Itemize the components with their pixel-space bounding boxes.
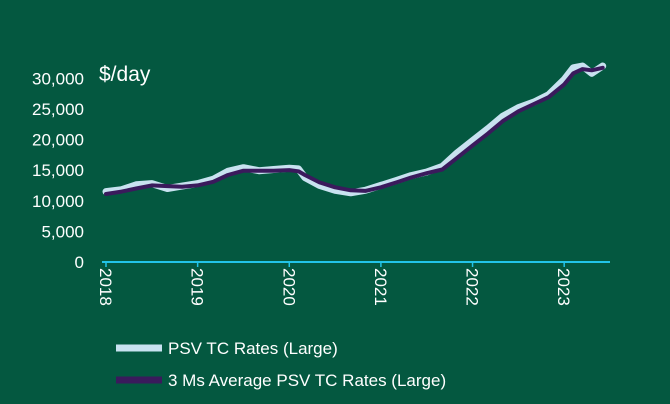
series-psv-tc-rates-line bbox=[102, 62, 607, 197]
x-tick-label: 2020 bbox=[279, 268, 298, 306]
unit-label: $/day bbox=[99, 63, 151, 86]
x-tick-label: 2022 bbox=[463, 268, 482, 306]
y-tick-label: 15,000 bbox=[32, 161, 84, 180]
x-tick-label: 2019 bbox=[188, 268, 207, 306]
x-tick-label: 2018 bbox=[96, 268, 115, 306]
x-axis-tick-labels: 2018 2019 2020 2021 2022 2023 bbox=[96, 268, 573, 306]
legend-label-psv-tc-rates: PSV TC Rates (Large) bbox=[168, 339, 338, 358]
y-axis-tick-labels: 0 5,000 10,000 15,000 20,000 25,000 30,000 bbox=[32, 69, 84, 272]
y-tick-label: 30,000 bbox=[32, 69, 84, 88]
x-tick-label: 2023 bbox=[554, 268, 573, 306]
legend-label-3ms-average: 3 Ms Average PSV TC Rates (Large) bbox=[168, 371, 446, 390]
y-tick-label: 5,000 bbox=[41, 222, 84, 241]
y-tick-label: 10,000 bbox=[32, 192, 84, 211]
series-lines bbox=[102, 62, 607, 197]
legend: PSV TC Rates (Large) 3 Ms Average PSV TC… bbox=[116, 339, 446, 390]
y-tick-label: 0 bbox=[75, 253, 84, 272]
x-tick-label: 2021 bbox=[371, 268, 390, 306]
y-tick-label: 20,000 bbox=[32, 131, 84, 150]
y-tick-label: 25,000 bbox=[32, 100, 84, 119]
series-3ms-average-line bbox=[104, 65, 605, 196]
x-axis-ticks bbox=[105, 262, 565, 267]
